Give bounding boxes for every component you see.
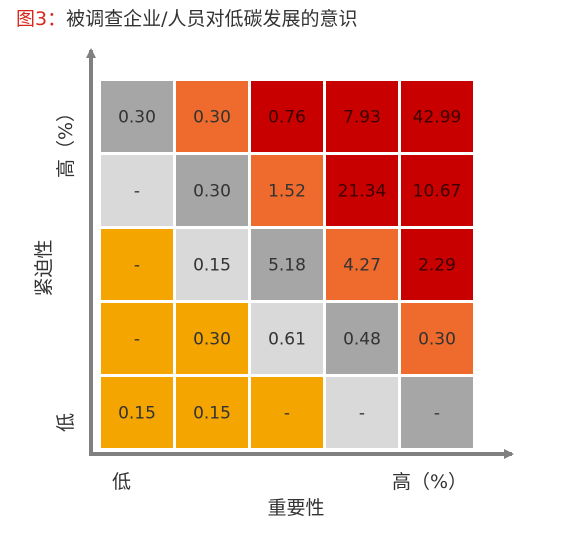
heatmap-cell-rect [401, 377, 473, 448]
heatmap-cell-value: 0.30 [193, 182, 231, 202]
heatmap-cell-value: 42.99 [413, 108, 462, 128]
heatmap-cell-rect [176, 377, 248, 448]
figure-label: 图3： [16, 8, 67, 30]
heatmap-cell-rect [176, 303, 248, 374]
heatmap-cell: 1.52 [251, 155, 323, 226]
heatmap-cell: - [101, 229, 173, 300]
heatmap-cell: 0.30 [401, 303, 473, 374]
heatmap-cell-rect [176, 81, 248, 152]
x-axis-low-label: 低 [112, 471, 131, 493]
heatmap-cell: 0.48 [326, 303, 398, 374]
heatmap-cell-value: 0.76 [268, 108, 306, 128]
heatmap-cell-value: 0.30 [193, 330, 231, 350]
heatmap-cell-rect [101, 229, 173, 300]
heatmap-cell-rect [401, 81, 473, 152]
x-axis-title: 重要性 [267, 497, 324, 519]
heatmap-cell-rect [251, 155, 323, 226]
heatmap-cell: 0.76 [251, 81, 323, 152]
heatmap-cell-value: 7.93 [343, 108, 381, 128]
heatmap-cell-value: 0.48 [343, 330, 381, 350]
heatmap-cell-value: 2.29 [418, 256, 456, 276]
heatmap-cell-value: 0.30 [118, 108, 156, 128]
heatmap-cell: 5.18 [251, 229, 323, 300]
heatmap-cell: 21.34 [326, 155, 398, 226]
heatmap-cell-value: - [134, 182, 140, 202]
heatmap-cell-value: - [284, 404, 290, 424]
heatmap-cell: - [101, 155, 173, 226]
heatmap-cell: - [101, 303, 173, 374]
heatmap-cell-value: 10.67 [413, 182, 462, 202]
heatmap-cell: 0.61 [251, 303, 323, 374]
y-axis-title: 紧迫性 [33, 239, 55, 296]
heatmap-cell: - [251, 377, 323, 448]
heatmap-cell-value: 0.61 [268, 330, 306, 350]
heatmap-cell-rect [251, 377, 323, 448]
heatmap-cell-value: 1.52 [268, 182, 306, 202]
heatmap-cell-rect [401, 229, 473, 300]
x-axis-high-label: 高（%） [392, 471, 467, 493]
heatmap-cell-rect [326, 377, 398, 448]
heatmap-cell: 0.30 [101, 81, 173, 152]
heatmap-cell: 0.15 [101, 377, 173, 448]
heatmap-cell: 42.99 [401, 81, 473, 152]
heatmap-cell-rect [101, 81, 173, 152]
heatmap-cell: 0.15 [176, 229, 248, 300]
y-axis-low-label: 低 [55, 413, 77, 432]
heatmap-cell-rect [326, 81, 398, 152]
y-axis-high-label: 高（%） [55, 103, 77, 178]
heatmap-cell-value: - [359, 404, 365, 424]
heatmap-cell-value: 0.15 [193, 256, 231, 276]
heatmap-cell-value: 0.30 [193, 108, 231, 128]
heatmap-cell: 4.27 [326, 229, 398, 300]
heatmap-cell: 0.30 [176, 81, 248, 152]
heatmap-cells: 0.30 0.30 0.76 7.93 42.99 - 0.30 1.52 21.34 10.67… [101, 81, 473, 448]
heatmap-cell-value: - [134, 330, 140, 350]
heatmap-cell: - [326, 377, 398, 448]
heatmap-cell: 0.15 [176, 377, 248, 448]
heatmap-cell-value: 0.15 [118, 404, 156, 424]
heatmap-cell-value: 0.30 [418, 330, 456, 350]
heatmap-cell-value: - [434, 404, 440, 424]
heatmap-cell: - [401, 377, 473, 448]
heatmap-cell-rect [101, 155, 173, 226]
heatmap-cell-value: 5.18 [268, 256, 306, 276]
heatmap-cell-rect [326, 303, 398, 374]
heatmap-cell: 7.93 [326, 81, 398, 152]
heatmap-cell-value: 4.27 [343, 256, 381, 276]
heatmap-cell: 0.30 [176, 155, 248, 226]
heatmap-cell: 2.29 [401, 229, 473, 300]
heatmap-cell-rect [101, 377, 173, 448]
heatmap-cell-rect [401, 155, 473, 226]
heatmap-cell-value: 0.15 [193, 404, 231, 424]
heatmap-cell-rect [326, 229, 398, 300]
heatmap-cell-rect [251, 303, 323, 374]
heatmap-cell: 0.30 [176, 303, 248, 374]
heatmap-cell-value: - [134, 256, 140, 276]
heatmap-cell-rect [101, 303, 173, 374]
heatmap-cell-rect [326, 155, 398, 226]
chart-title: 图3：被调查企业/人员对低碳发展的意识 [16, 4, 358, 34]
heatmap-cell-rect [251, 229, 323, 300]
heatmap-cell-rect [176, 155, 248, 226]
heatmap-cell-rect [176, 229, 248, 300]
heatmap-cell-rect [251, 81, 323, 152]
heatmap-cell-value: 21.34 [338, 182, 387, 202]
figure-title: 被调查企业/人员对低碳发展的意识 [66, 8, 358, 30]
heatmap-cell: 10.67 [401, 155, 473, 226]
heatmap-cell-rect [401, 303, 473, 374]
